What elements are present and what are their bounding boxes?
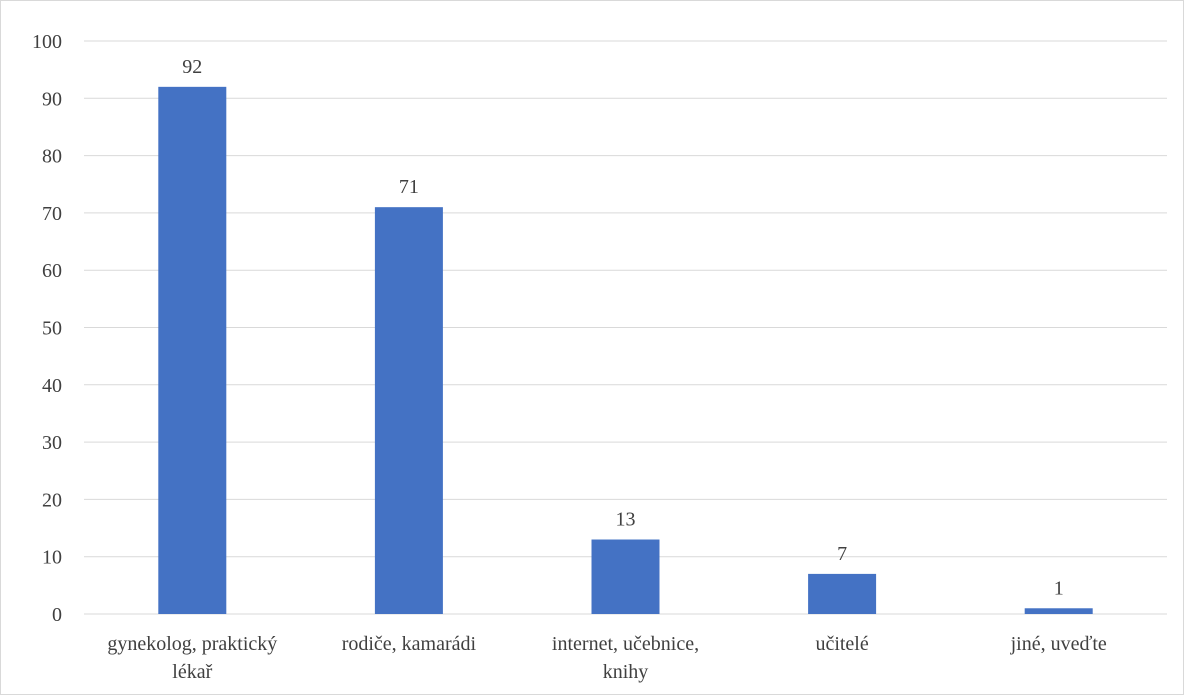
y-tick-label: 30 bbox=[42, 432, 62, 454]
x-category-line: lékař bbox=[172, 661, 212, 683]
data-label: 7 bbox=[837, 543, 847, 565]
x-category-line: knihy bbox=[603, 661, 649, 683]
bars bbox=[158, 86, 1093, 615]
x-category-label: jiné, uveďte bbox=[1010, 633, 1107, 655]
y-tick-label: 80 bbox=[42, 146, 62, 168]
y-tick-label: 90 bbox=[42, 88, 62, 110]
gridlines bbox=[84, 40, 1167, 615]
y-tick-label: 100 bbox=[32, 31, 62, 53]
data-label: 71 bbox=[399, 176, 419, 198]
x-category-line: učitelé bbox=[815, 633, 868, 655]
y-tick-label: 10 bbox=[42, 547, 62, 569]
data-label: 13 bbox=[616, 509, 636, 531]
data-label: 1 bbox=[1054, 577, 1064, 599]
x-category-label: internet, učebnice, knihy bbox=[552, 633, 699, 683]
x-category-line: rodiče, kamarádi bbox=[342, 633, 477, 655]
bar-2 bbox=[591, 539, 660, 614]
y-tick-label: 0 bbox=[52, 604, 62, 626]
x-category-label: rodiče, kamarádi bbox=[342, 633, 477, 655]
data-label: 92 bbox=[182, 56, 202, 78]
x-category-label: gynekolog, praktický lékař bbox=[107, 633, 277, 683]
bar-0 bbox=[158, 86, 227, 615]
bar-1 bbox=[374, 207, 443, 615]
bar-4 bbox=[1024, 608, 1093, 614]
y-tick-label: 20 bbox=[42, 489, 62, 511]
y-tick-label: 40 bbox=[42, 375, 62, 397]
x-category-line: jiné, uveďte bbox=[1010, 633, 1107, 655]
x-category-line: gynekolog, praktický bbox=[107, 633, 277, 655]
x-category-label: učitelé bbox=[815, 633, 868, 655]
y-tick-label: 50 bbox=[42, 318, 62, 340]
y-tick-label: 60 bbox=[42, 260, 62, 282]
x-axis: gynekolog, praktický lékař rodiče, kamarád… bbox=[107, 633, 1107, 683]
x-category-line: internet, učebnice, bbox=[552, 633, 699, 655]
y-tick-label: 70 bbox=[42, 203, 62, 225]
y-axis: 0 10 20 30 40 50 60 70 80 90 100 bbox=[32, 31, 62, 626]
bar-3 bbox=[808, 573, 877, 614]
